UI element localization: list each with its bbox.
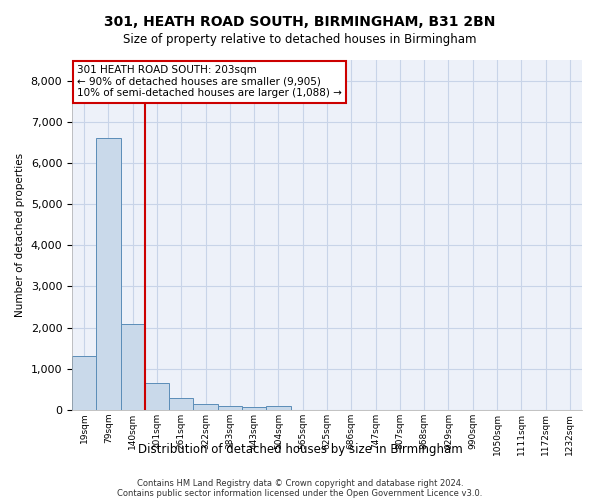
Bar	[169, 398, 193, 410]
Bar	[96, 138, 121, 410]
Text: 301 HEATH ROAD SOUTH: 203sqm
← 90% of detached houses are smaller (9,905)
10% of: 301 HEATH ROAD SOUTH: 203sqm ← 90% of de…	[77, 66, 342, 98]
Bar	[266, 406, 290, 410]
Bar	[242, 407, 266, 410]
Bar	[121, 324, 145, 410]
Bar	[193, 404, 218, 410]
Bar	[145, 383, 169, 410]
Text: Distribution of detached houses by size in Birmingham: Distribution of detached houses by size …	[137, 442, 463, 456]
Text: 301, HEATH ROAD SOUTH, BIRMINGHAM, B31 2BN: 301, HEATH ROAD SOUTH, BIRMINGHAM, B31 2…	[104, 15, 496, 29]
Text: Contains public sector information licensed under the Open Government Licence v3: Contains public sector information licen…	[118, 488, 482, 498]
Text: Contains HM Land Registry data © Crown copyright and database right 2024.: Contains HM Land Registry data © Crown c…	[137, 478, 463, 488]
Y-axis label: Number of detached properties: Number of detached properties	[15, 153, 25, 317]
Bar	[72, 356, 96, 410]
Bar	[218, 406, 242, 410]
Text: Size of property relative to detached houses in Birmingham: Size of property relative to detached ho…	[123, 32, 477, 46]
